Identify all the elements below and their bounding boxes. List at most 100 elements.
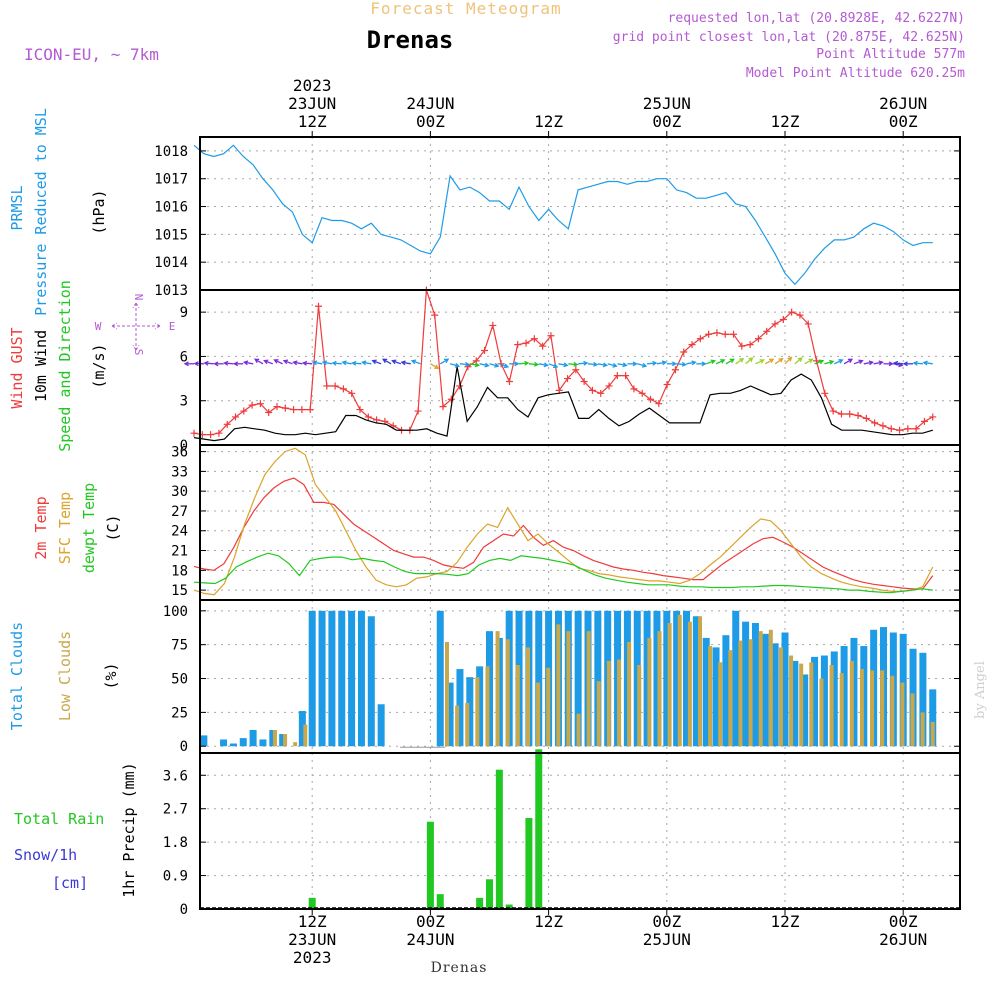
wind-arrow-head xyxy=(720,359,726,364)
low-cloud-bar xyxy=(819,678,824,747)
top-time-label: 12Z xyxy=(298,112,327,131)
precip-ytick-label: 0.9 xyxy=(163,869,188,885)
total-cloud-bar xyxy=(850,637,858,747)
bottom-time-label: 26JUN xyxy=(879,930,927,949)
gust-point xyxy=(763,327,771,335)
rain-bar xyxy=(495,769,503,909)
total-cloud-bar xyxy=(308,610,316,747)
gust-point xyxy=(705,330,713,338)
gust-point xyxy=(638,389,646,397)
gust-point xyxy=(240,407,248,415)
temperature-ytick-label: 18 xyxy=(171,563,188,579)
wind-speed-line xyxy=(193,366,933,442)
wind-arrow xyxy=(224,362,234,365)
gust-point xyxy=(730,330,738,338)
total-cloud-bar xyxy=(348,610,356,747)
gust-point xyxy=(647,395,655,403)
gust-point xyxy=(912,425,920,433)
pressure-unit-label: (hPa) xyxy=(90,189,108,234)
total-cloud-bar xyxy=(692,616,700,747)
bottom-time-label: 12Z xyxy=(534,912,563,931)
gust-point xyxy=(323,382,331,390)
wind-arrow-head xyxy=(474,362,480,368)
pressure-label-msl: Pressure Reduced to MSL xyxy=(32,108,50,316)
compass-rose-icon xyxy=(111,302,161,351)
wind-arrow xyxy=(499,363,509,368)
gust-point xyxy=(190,429,198,437)
wind-arrow-head xyxy=(524,360,530,366)
total-cloud-bar xyxy=(643,610,651,747)
total-cloud-bar xyxy=(377,704,385,747)
total-cloud-bar xyxy=(702,637,710,747)
total-cloud-bar xyxy=(466,677,474,747)
wind-arrow xyxy=(913,362,923,365)
pressure-ytick-label: 1016 xyxy=(154,200,188,216)
total-cloud-bar xyxy=(663,610,671,747)
rain-bar xyxy=(426,821,434,909)
compass-s: S xyxy=(132,349,145,356)
precip-ytick-label: 3.6 xyxy=(163,768,188,784)
wind-arrow xyxy=(764,358,774,365)
low-cloud-bar xyxy=(293,742,298,747)
low-cloud-bar xyxy=(475,677,480,747)
bottom-time-label: 2023 xyxy=(293,948,332,967)
low-cloud-bar xyxy=(859,669,864,747)
total-cloud-bar xyxy=(446,682,454,747)
gust-point xyxy=(248,401,256,409)
wind-arrow-head xyxy=(892,360,899,366)
bottom-time-label: 12Z xyxy=(298,912,327,931)
wind-arrow xyxy=(784,356,792,365)
wind-arrow-head xyxy=(331,360,337,366)
wind-arrow xyxy=(254,358,264,365)
low-cloud-bar xyxy=(556,624,561,747)
precip-ytick-label: 0 xyxy=(180,902,188,918)
wind-arrow-head xyxy=(232,361,239,367)
wind-arrow xyxy=(362,361,372,365)
wind-arrow-head xyxy=(829,359,835,365)
wind-arrow xyxy=(656,361,666,365)
gust-point xyxy=(364,413,372,421)
total-cloud-bar xyxy=(279,734,287,747)
top-time-label: 12Z xyxy=(771,112,800,131)
gust-point xyxy=(788,308,796,316)
model-label: ICON-EU, ~ 7km xyxy=(24,45,159,64)
rain-bar xyxy=(476,897,484,909)
top-time-label: 25JUN xyxy=(643,94,691,113)
wind-arrow xyxy=(204,362,214,365)
wind-arrow xyxy=(863,361,873,365)
gust-point xyxy=(439,403,447,411)
wind-arrow-head xyxy=(391,359,397,365)
gust-point xyxy=(256,400,264,408)
wind-arrow xyxy=(449,363,459,367)
top-time-label: 00Z xyxy=(416,112,445,131)
bottom-time-label: 23JUN xyxy=(288,930,336,949)
total-cloud-bar xyxy=(298,711,306,747)
precip-unit-label: 1hr Precip (mm) xyxy=(120,762,138,897)
wind-arrow-head xyxy=(573,361,579,367)
wind-arrow-head xyxy=(371,359,377,365)
wind-gust-label: Wind GUST xyxy=(8,327,26,408)
precip-panel-frame xyxy=(199,752,961,910)
wind-arrow-head xyxy=(797,357,803,362)
low-cloud-bar xyxy=(930,721,935,747)
pressure-series-line xyxy=(193,144,933,286)
wind-arrow-head xyxy=(382,358,388,364)
wind-ytick-label: 9 xyxy=(180,305,188,321)
point-altitude: Point Altitude 577m xyxy=(816,47,965,62)
bottom-time-label: 12Z xyxy=(771,912,800,931)
wind-arrow xyxy=(313,361,323,365)
low-cloud-bar xyxy=(647,637,652,747)
pressure-panel-frame xyxy=(199,136,961,291)
gust-point xyxy=(580,378,588,386)
low-cloud-bar xyxy=(799,663,804,747)
wind-arrow xyxy=(528,363,538,366)
total-cloud-bar xyxy=(771,643,779,747)
low-cloud-bar xyxy=(697,616,702,747)
total-cloud-bar xyxy=(781,632,789,747)
gust-point xyxy=(929,413,937,421)
wind-arrow xyxy=(587,363,598,366)
wind-arrow xyxy=(843,358,853,365)
wind-ytick-label: 0 xyxy=(180,438,188,454)
gust-point xyxy=(738,342,746,350)
low-cloud-bar xyxy=(495,631,500,747)
